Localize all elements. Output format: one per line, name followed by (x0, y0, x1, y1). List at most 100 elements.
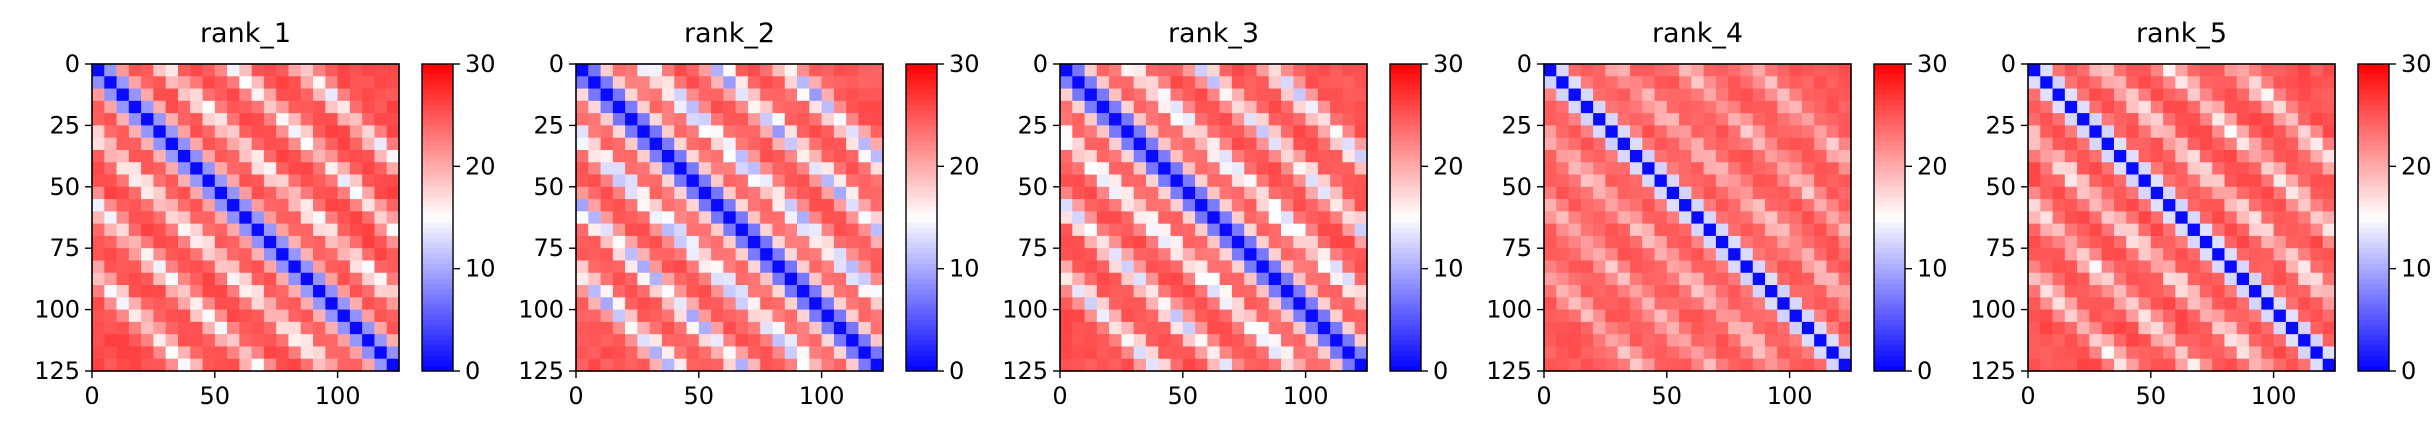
heatmap-cell (1293, 309, 1307, 323)
heatmap-cell (1568, 223, 1582, 237)
heatmap-cell (1777, 223, 1791, 237)
heatmap-cell (1642, 334, 1656, 348)
heatmap-cell (276, 235, 290, 249)
heatmap-cell (772, 285, 786, 298)
heatmap-cell (637, 76, 651, 90)
colorbar-segment (2358, 294, 2389, 300)
heatmap-cell (1158, 334, 1172, 348)
heatmap-cell (2212, 223, 2226, 237)
heatmap-cell (2199, 174, 2213, 188)
heatmap-cell (1293, 162, 1307, 176)
heatmap-cell (809, 235, 823, 249)
heatmap-cell (2052, 186, 2066, 200)
heatmap-cell (698, 186, 712, 200)
heatmap-cell (1814, 235, 1828, 249)
heatmap-cell (2322, 76, 2336, 90)
heatmap-cell (1801, 358, 1815, 372)
heatmap-cell (104, 223, 118, 237)
heatmap-cell (190, 88, 204, 102)
heatmap-cell (2175, 149, 2189, 163)
heatmap-cell (1679, 149, 1692, 163)
heatmap-cell (141, 64, 154, 77)
heatmap-cell (1084, 297, 1098, 311)
heatmap-cell (1617, 358, 1631, 372)
heatmap-cell (1293, 149, 1307, 163)
heatmap-cell (276, 321, 290, 335)
heatmap-cell (2101, 285, 2115, 298)
heatmap-cell (153, 334, 167, 348)
heatmap-cell (1256, 272, 1270, 286)
heatmap-cell (1060, 272, 1073, 286)
heatmap-cell (711, 321, 724, 335)
plot-frame (2027, 63, 2336, 372)
heatmap-cell (239, 272, 253, 286)
heatmap-cell (1342, 100, 1356, 114)
heatmap-cell (177, 235, 191, 249)
heatmap-cell (1691, 88, 1705, 102)
heatmap-cell (386, 235, 400, 249)
heatmap-cell (1281, 113, 1294, 126)
heatmap-cell (1765, 309, 1778, 323)
heatmap-cell (661, 113, 675, 126)
heatmap-cell (251, 88, 265, 102)
heatmap-cell (2064, 223, 2078, 237)
heatmap-cell (858, 199, 872, 212)
heatmap-cell (2224, 321, 2238, 335)
heatmap-cell (1617, 64, 1631, 77)
heatmap-cell (116, 125, 130, 139)
heatmap-cell (649, 223, 663, 237)
heatmap-cell (1580, 272, 1594, 286)
heatmap-cell (735, 100, 749, 114)
heatmap-cell (313, 64, 326, 77)
heatmap-cell (612, 358, 626, 372)
heatmap-cell (2163, 125, 2176, 139)
heatmap-cell (1182, 211, 1196, 225)
heatmap-cell (141, 174, 154, 188)
heatmap-cell (600, 285, 614, 298)
heatmap-cell (1556, 358, 1570, 372)
heatmap-cell (1765, 223, 1778, 237)
heatmap-cell (2224, 297, 2238, 311)
heatmap-cell (1207, 358, 1221, 372)
heatmap-cell (276, 260, 290, 274)
heatmap-cell (1330, 334, 1344, 348)
colorbar-segment (2358, 268, 2389, 275)
heatmap-cell (1170, 235, 1184, 249)
heatmap-cell (2028, 88, 2041, 102)
heatmap-cell (760, 285, 774, 298)
heatmap-cell (1593, 186, 1606, 200)
heatmap-cell (1256, 64, 1270, 77)
heatmap-cell (1826, 162, 1840, 176)
heatmap-cell (374, 149, 388, 163)
heatmap-cell (809, 137, 823, 151)
heatmap-cell (846, 76, 860, 90)
x-tick-label: 50 (1168, 382, 1199, 410)
heatmap-cell (1740, 162, 1754, 176)
heatmap-cell (1317, 272, 1331, 286)
heatmap-cell (1354, 358, 1368, 372)
heatmap-cell (735, 321, 749, 335)
heatmap-cell (1244, 186, 1258, 200)
colorbar-segment (1390, 232, 1421, 239)
heatmap-cell (2064, 186, 2078, 200)
heatmap-cell (674, 272, 688, 286)
heatmap-cell (2261, 211, 2275, 225)
heatmap-cell (2064, 321, 2078, 335)
heatmap-cell (637, 248, 651, 262)
heatmap-cell (2101, 223, 2115, 237)
heatmap-cell (1121, 174, 1135, 188)
heatmap-cell (686, 76, 700, 90)
colorbar-frame (905, 63, 938, 372)
colorbar-segment (1874, 345, 1905, 352)
heatmap-cell (2150, 248, 2164, 262)
heatmap-cell (1777, 235, 1791, 249)
heatmap-cell (2298, 235, 2312, 249)
heatmap-cell (362, 137, 376, 151)
heatmap-cell (833, 272, 847, 286)
heatmap-cell (2150, 260, 2164, 274)
heatmap-cell (1121, 88, 1135, 102)
heatmap-cell (239, 297, 253, 311)
heatmap-cell (141, 162, 154, 176)
x-tick-label: 50 (200, 382, 231, 410)
heatmap-cell (1679, 358, 1692, 372)
